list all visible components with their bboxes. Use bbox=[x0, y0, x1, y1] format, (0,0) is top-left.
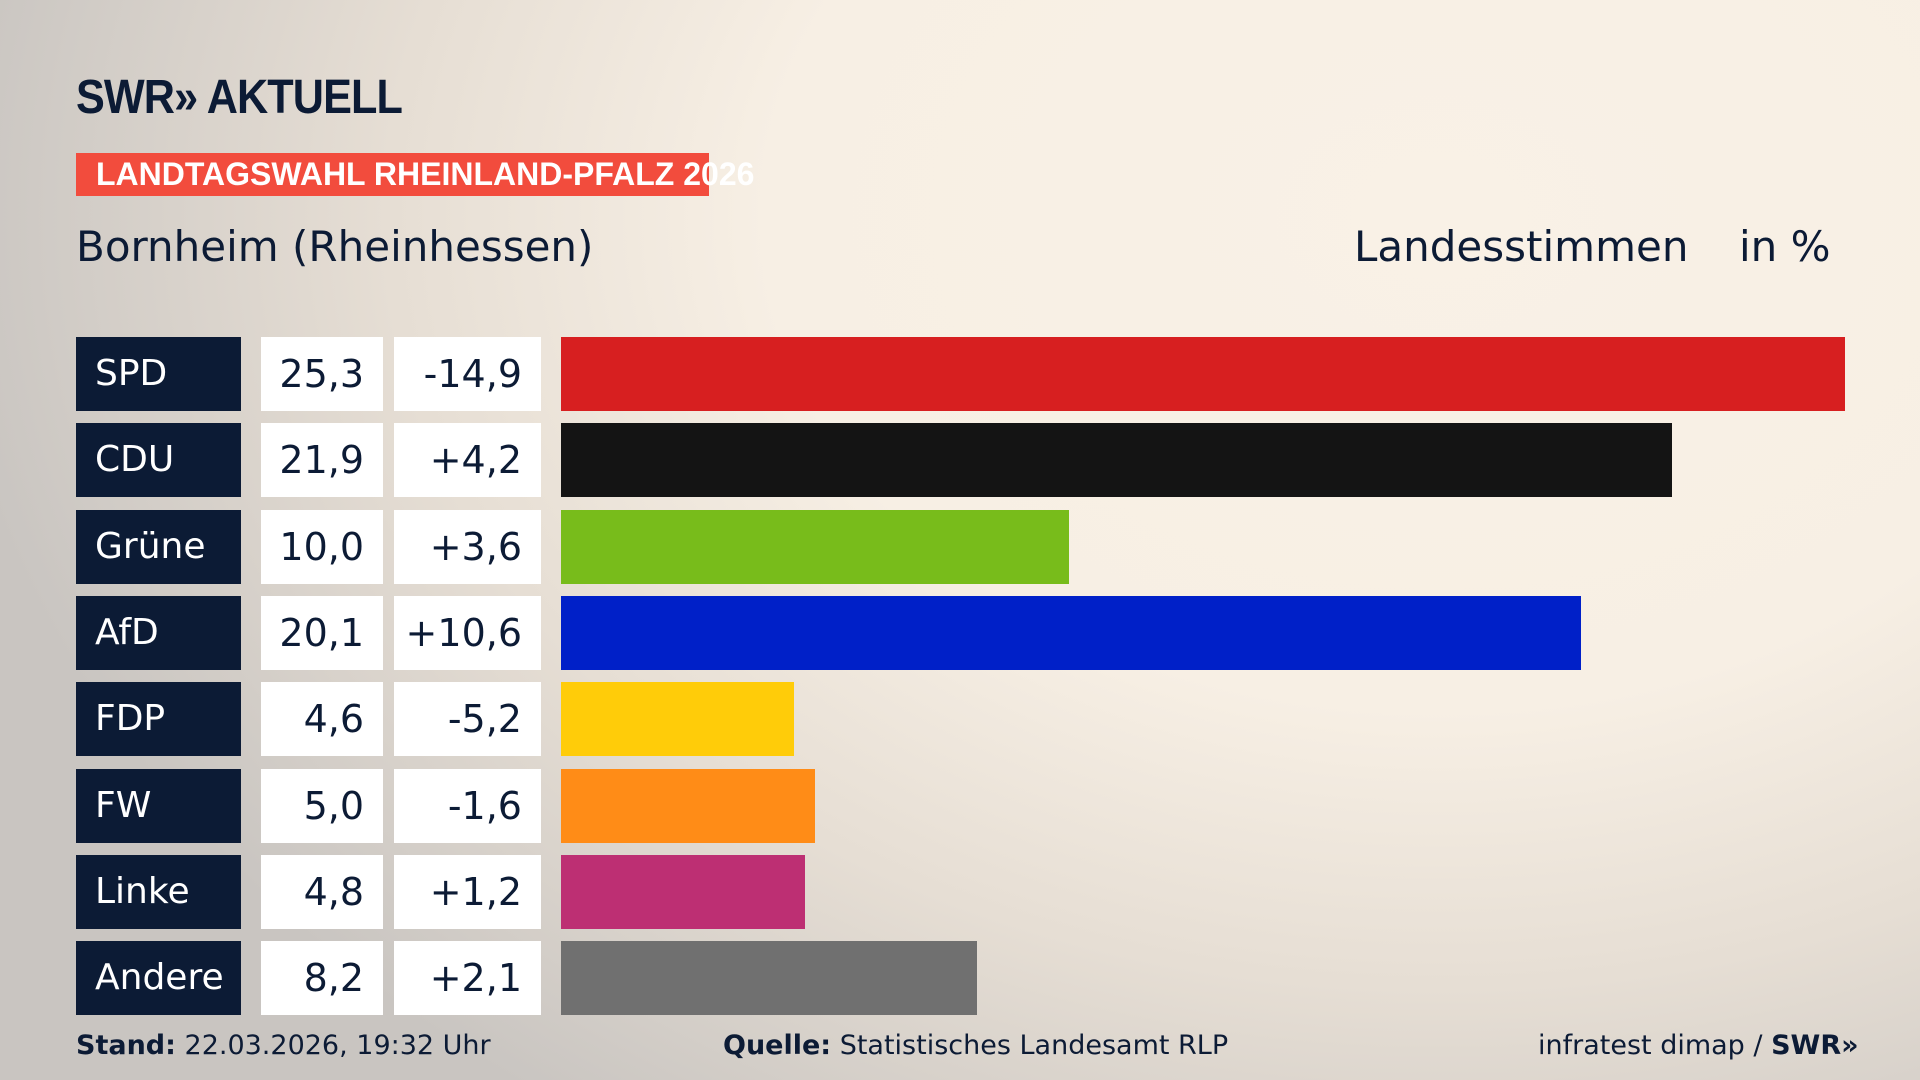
change-label: -14,9 bbox=[394, 337, 541, 411]
value-label: 5,0 bbox=[261, 768, 383, 843]
party-label: FDP bbox=[76, 682, 241, 757]
swr-logo: SWR» bbox=[1771, 1030, 1859, 1061]
change-label: -5,2 bbox=[394, 682, 541, 757]
party-label: Grüne bbox=[76, 509, 241, 584]
bar-fdp bbox=[561, 682, 795, 757]
change-label: -1,6 bbox=[394, 768, 541, 843]
unit-label: in % bbox=[1739, 222, 1831, 271]
value-label: 25,3 bbox=[261, 337, 383, 411]
change-label: +3,6 bbox=[394, 509, 541, 584]
swr-aktuell-logo: SWR» AKTUELL bbox=[76, 71, 403, 124]
value-label: 8,2 bbox=[261, 941, 383, 1016]
stand-value: 22.03.2026, 19:32 Uhr bbox=[184, 1030, 491, 1061]
change-label: +10,6 bbox=[394, 595, 541, 670]
bar-cdu bbox=[561, 423, 1673, 498]
bar-andere bbox=[561, 941, 978, 1016]
change-label: +4,2 bbox=[394, 423, 541, 498]
value-label: 10,0 bbox=[261, 509, 383, 584]
party-label: Linke bbox=[76, 854, 241, 929]
party-label: CDU bbox=[76, 423, 241, 498]
party-label: AfD bbox=[76, 595, 241, 670]
election-banner: LANDTAGSWAHL RHEINLAND-PFALZ 2026 bbox=[76, 153, 754, 196]
value-label: 21,9 bbox=[261, 423, 383, 498]
party-label: FW bbox=[76, 768, 241, 843]
credit-text: infratest dimap / bbox=[1538, 1030, 1772, 1061]
bar-grüne bbox=[561, 509, 1069, 584]
party-label: SPD bbox=[76, 337, 241, 411]
credit: infratest dimap / SWR» bbox=[1538, 1030, 1859, 1061]
change-label: +2,1 bbox=[394, 941, 541, 1016]
change-label: +1,2 bbox=[394, 854, 541, 929]
bar-linke bbox=[561, 854, 805, 929]
value-label: 4,6 bbox=[261, 682, 383, 757]
bar-afd bbox=[561, 595, 1582, 670]
measure-label: Landesstimmen bbox=[1354, 222, 1689, 271]
source-value: Statistisches Landesamt RLP bbox=[839, 1030, 1229, 1061]
location-title: Bornheim (Rheinhessen) bbox=[76, 222, 594, 271]
stand-label: Stand: bbox=[76, 1030, 176, 1061]
source-label: Quelle: bbox=[723, 1030, 832, 1061]
value-label: 4,8 bbox=[261, 854, 383, 929]
timestamp: Stand: 22.03.2026, 19:32 Uhr bbox=[76, 1030, 491, 1061]
bar-spd bbox=[561, 337, 1845, 411]
party-label: Andere bbox=[76, 941, 241, 1016]
value-label: 20,1 bbox=[261, 595, 383, 670]
source: Quelle: Statistisches Landesamt RLP bbox=[723, 1030, 1228, 1061]
bar-fw bbox=[561, 768, 815, 843]
